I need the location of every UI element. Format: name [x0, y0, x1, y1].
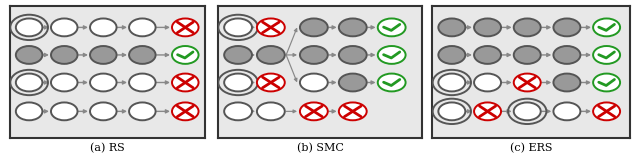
- Circle shape: [257, 18, 285, 36]
- Circle shape: [514, 46, 541, 64]
- Circle shape: [172, 18, 198, 36]
- Circle shape: [257, 46, 285, 64]
- Circle shape: [51, 74, 77, 91]
- Circle shape: [90, 102, 116, 120]
- Circle shape: [129, 18, 156, 36]
- Circle shape: [300, 18, 328, 36]
- Circle shape: [90, 18, 116, 36]
- Circle shape: [16, 74, 42, 91]
- Circle shape: [438, 46, 465, 64]
- Circle shape: [593, 74, 620, 91]
- Circle shape: [90, 74, 116, 91]
- Circle shape: [224, 46, 252, 64]
- Circle shape: [224, 74, 252, 91]
- Circle shape: [224, 102, 252, 120]
- Text: (a) RS: (a) RS: [90, 143, 125, 154]
- Circle shape: [172, 46, 198, 64]
- Circle shape: [438, 102, 465, 120]
- Circle shape: [51, 46, 77, 64]
- Circle shape: [554, 46, 580, 64]
- Circle shape: [129, 102, 156, 120]
- Circle shape: [300, 102, 328, 120]
- Circle shape: [300, 46, 328, 64]
- Circle shape: [438, 18, 465, 36]
- Circle shape: [474, 46, 501, 64]
- Circle shape: [129, 74, 156, 91]
- Circle shape: [257, 74, 285, 91]
- Circle shape: [514, 18, 541, 36]
- Circle shape: [378, 46, 406, 64]
- Circle shape: [339, 18, 367, 36]
- Circle shape: [51, 102, 77, 120]
- Circle shape: [224, 18, 252, 36]
- Circle shape: [593, 18, 620, 36]
- Circle shape: [16, 102, 42, 120]
- Circle shape: [378, 74, 406, 91]
- Circle shape: [474, 74, 501, 91]
- Text: (b) SMC: (b) SMC: [296, 143, 344, 154]
- Circle shape: [514, 74, 541, 91]
- Circle shape: [554, 102, 580, 120]
- Circle shape: [593, 46, 620, 64]
- Circle shape: [474, 18, 501, 36]
- Circle shape: [16, 18, 42, 36]
- Circle shape: [300, 74, 328, 91]
- Circle shape: [172, 102, 198, 120]
- Circle shape: [554, 74, 580, 91]
- Circle shape: [172, 74, 198, 91]
- Circle shape: [378, 18, 406, 36]
- Text: (c) ERS: (c) ERS: [510, 143, 552, 154]
- Circle shape: [474, 102, 501, 120]
- Circle shape: [554, 18, 580, 36]
- Circle shape: [90, 46, 116, 64]
- Circle shape: [51, 18, 77, 36]
- Circle shape: [593, 102, 620, 120]
- Circle shape: [339, 74, 367, 91]
- Circle shape: [16, 46, 42, 64]
- Circle shape: [339, 102, 367, 120]
- Circle shape: [514, 102, 541, 120]
- Circle shape: [129, 46, 156, 64]
- Circle shape: [438, 74, 465, 91]
- Circle shape: [339, 46, 367, 64]
- Circle shape: [257, 102, 285, 120]
